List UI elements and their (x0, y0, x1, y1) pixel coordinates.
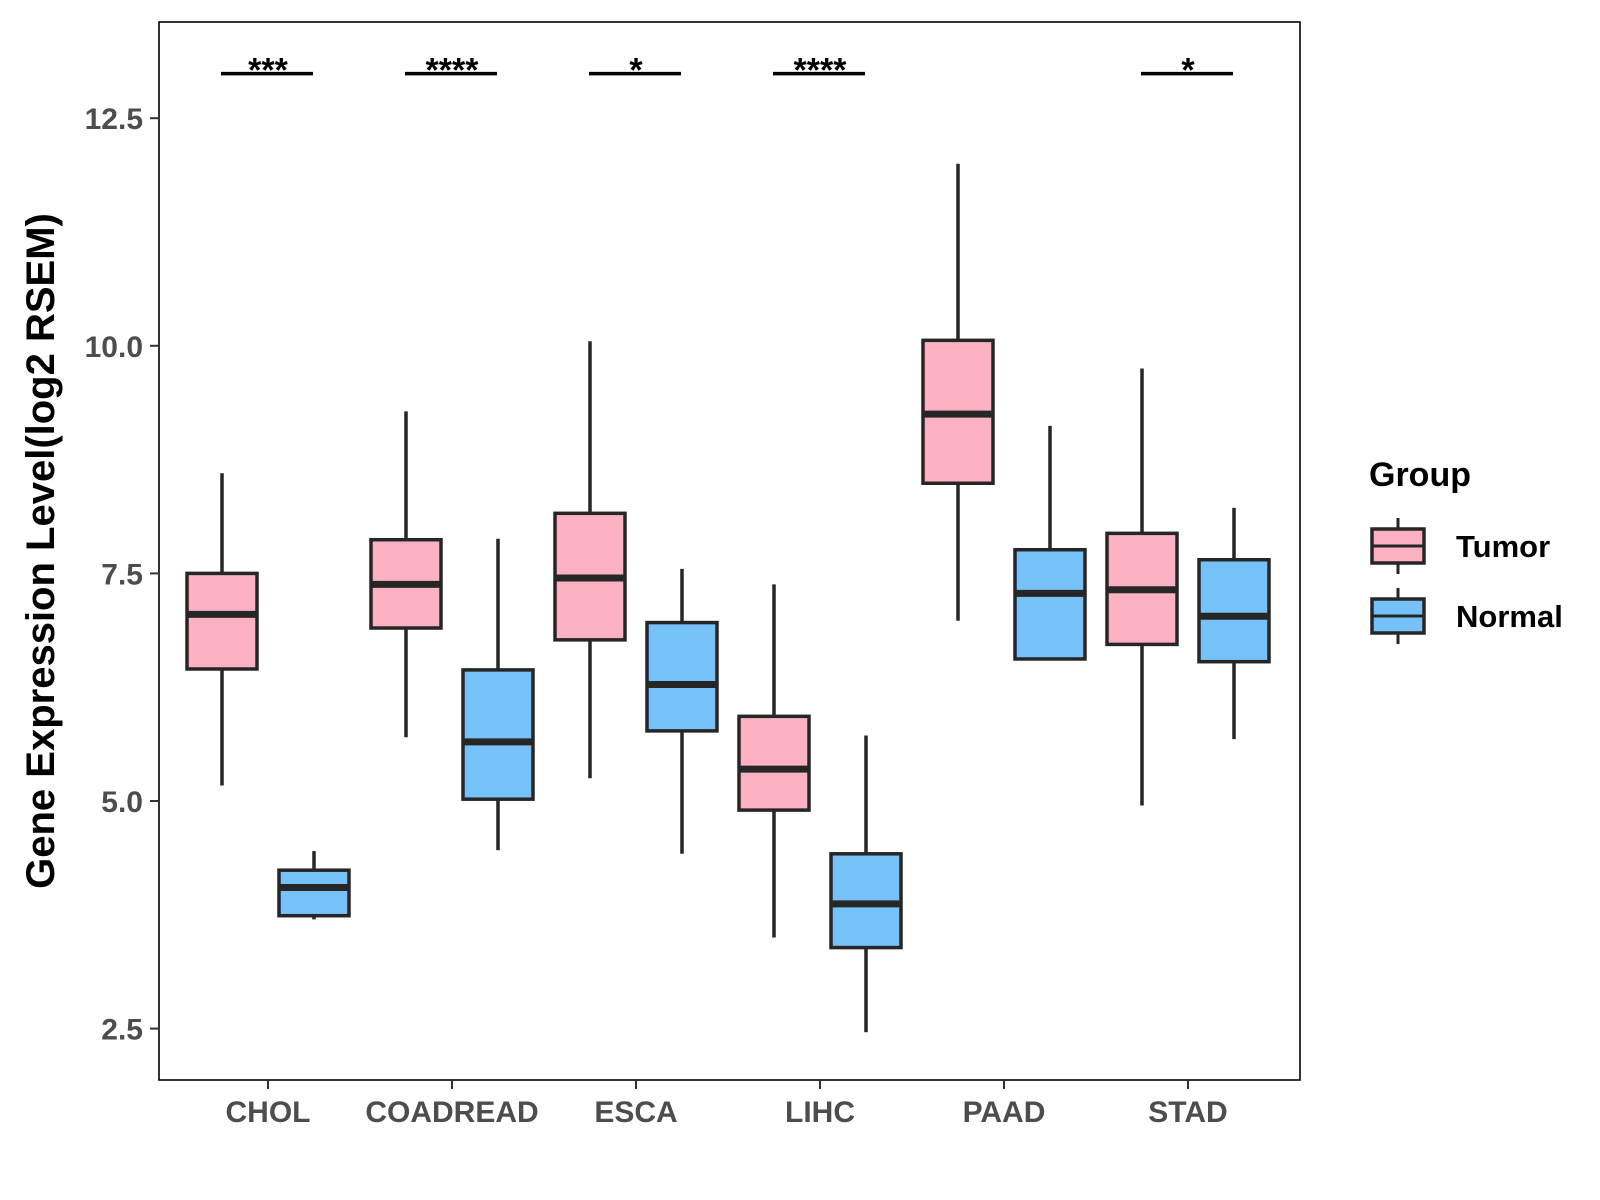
significance-label: *** (248, 52, 288, 90)
significance-label: * (1181, 52, 1195, 90)
significance-label: **** (794, 52, 848, 90)
y-tick-label: 12.5 (85, 103, 143, 136)
y-axis-title: Gene Expression Level(log2 RSEM) (19, 213, 63, 889)
significance-label: **** (426, 52, 480, 90)
y-tick-label: 2.5 (101, 1014, 143, 1047)
box-normal-coadread (461, 668, 535, 801)
chart-marks: *** **** * **** * (185, 52, 1271, 1033)
legend-label-tumor: Tumor (1456, 529, 1550, 564)
y-tick-label: 5.0 (101, 786, 143, 819)
x-tick-label: STAD (1148, 1096, 1227, 1129)
box-normal-chol (277, 868, 351, 918)
box-normal-paad (1013, 547, 1087, 661)
y-tick-label: 7.5 (101, 558, 143, 591)
legend-label-normal: Normal (1456, 599, 1563, 634)
x-tick-label: PAAD (963, 1096, 1046, 1129)
legend: Group Tumor Normal (1369, 456, 1563, 644)
y-tick-label: 10.0 (85, 331, 143, 364)
chart-axes: 2.5 5.0 7.5 10.0 12.5 CHOL COADREAD ESCA LIHC PAA… (85, 103, 1228, 1129)
x-tick-label: COADREAD (365, 1096, 538, 1129)
box-tumor-lihc (737, 714, 811, 812)
box-normal-esca (645, 620, 719, 733)
legend-title: Group (1369, 456, 1471, 494)
x-tick-label: LIHC (785, 1096, 855, 1129)
box-normal-stad (1197, 557, 1271, 664)
significance-label: * (629, 52, 643, 90)
x-tick-label: ESCA (594, 1096, 677, 1129)
x-tick-label: CHOL (226, 1096, 311, 1129)
box-tumor-chol (185, 571, 259, 671)
